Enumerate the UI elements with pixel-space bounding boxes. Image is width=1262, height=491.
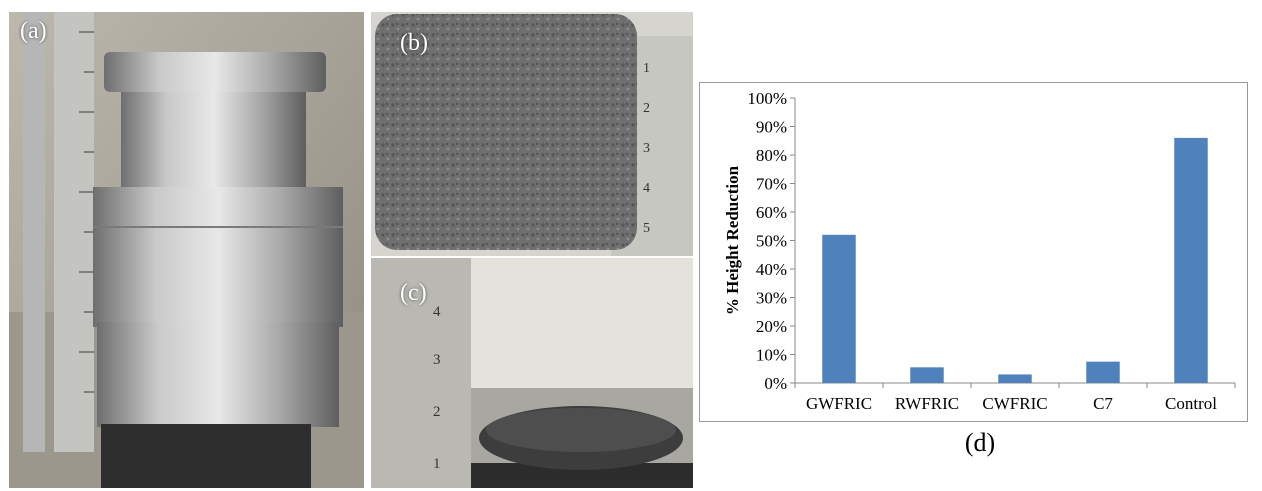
y-tick-label: 40% <box>756 260 787 279</box>
ruler-b-mark: 4 <box>643 181 650 196</box>
ruler-b-mark: 1 <box>643 61 650 76</box>
x-tick-label: RWFRIC <box>895 394 959 413</box>
photo-b-specimen-top: 1 2 3 4 5 <box>371 12 693 256</box>
panel-label-a: (a) <box>20 18 47 44</box>
y-tick-label: 100% <box>747 89 787 108</box>
ruler-c-mark: 1 <box>433 456 441 472</box>
height-reduction-bar-chart: 0% 10% 20% 30% 40% 50% 60% 70% 80% 90% 100% GWFRIC R… <box>723 89 1236 413</box>
ruler-c-mark: 3 <box>433 352 441 368</box>
x-tick-label: CWFRIC <box>982 394 1047 413</box>
x-tick-label: Control <box>1165 394 1217 413</box>
y-tick-label: 60% <box>756 203 787 222</box>
photo-c-specimen-side: 1 2 3 4 <box>371 258 693 488</box>
x-tick-label: C7 <box>1093 394 1113 413</box>
photo-a-steel-mould <box>9 12 364 488</box>
ruler-b-mark: 2 <box>643 101 650 116</box>
y-tick-label: 0% <box>764 374 787 393</box>
panel-label-d: (d) <box>964 428 996 457</box>
y-tick-label: 30% <box>756 289 787 308</box>
y-tick-label: 10% <box>756 346 787 365</box>
y-tick-label: 80% <box>756 146 787 165</box>
y-axis-title: % Height Reduction <box>723 165 742 315</box>
y-tick-label: 20% <box>756 317 787 336</box>
panel-label-b: (b) <box>400 30 428 56</box>
chart-panel-d: 0% 10% 20% 30% 40% 50% 60% 70% 80% 90% 100% GWFRIC R… <box>699 82 1248 422</box>
ruler-b-mark: 5 <box>643 221 650 236</box>
panel-label-c: (c) <box>400 280 427 306</box>
y-tick-label: 50% <box>756 232 787 251</box>
bar <box>1086 361 1120 383</box>
bar <box>822 234 856 383</box>
ruler-b-mark: 3 <box>643 141 650 156</box>
x-tick-label: GWFRIC <box>806 394 872 413</box>
ruler-c-mark: 4 <box>433 304 441 320</box>
bar <box>998 374 1032 383</box>
y-tick-label: 70% <box>756 175 787 194</box>
y-tick-label: 90% <box>756 118 787 137</box>
bar <box>1174 137 1208 383</box>
ruler-b: 1 2 3 4 5 <box>643 61 650 236</box>
ruler-c-mark: 2 <box>433 404 441 420</box>
bar <box>910 367 944 383</box>
